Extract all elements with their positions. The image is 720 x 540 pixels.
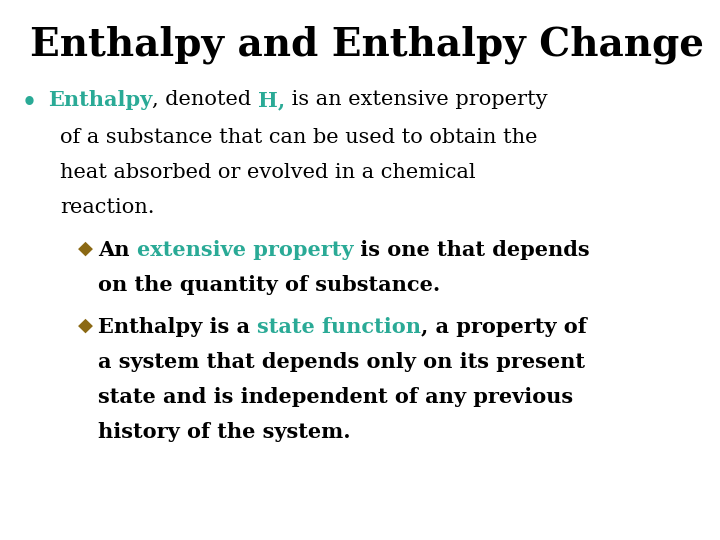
Text: , a property of: , a property of xyxy=(421,317,587,337)
Text: Enthalpy is a: Enthalpy is a xyxy=(98,317,257,337)
Text: of a substance that can be used to obtain the: of a substance that can be used to obtai… xyxy=(60,128,538,147)
Text: extensive property: extensive property xyxy=(137,240,354,260)
Text: heat absorbed or evolved in a chemical: heat absorbed or evolved in a chemical xyxy=(60,163,476,182)
Text: a system that depends only on its present: a system that depends only on its presen… xyxy=(98,352,585,372)
Text: on the quantity of substance.: on the quantity of substance. xyxy=(98,275,440,295)
Text: history of the system.: history of the system. xyxy=(98,422,351,442)
Text: reaction.: reaction. xyxy=(60,198,155,217)
Text: Enthalpy and Enthalpy Change: Enthalpy and Enthalpy Change xyxy=(30,25,704,64)
Text: state and is independent of any previous: state and is independent of any previous xyxy=(98,387,573,407)
Text: ◆: ◆ xyxy=(78,317,93,335)
Text: , denoted: , denoted xyxy=(152,90,258,109)
Text: is one that depends: is one that depends xyxy=(354,240,590,260)
Text: is an extensive property: is an extensive property xyxy=(285,90,548,109)
Text: H,: H, xyxy=(258,90,285,110)
Text: An: An xyxy=(98,240,137,260)
Text: ◆: ◆ xyxy=(78,240,93,258)
Text: •: • xyxy=(22,90,37,114)
Text: Enthalpy: Enthalpy xyxy=(48,90,152,110)
Text: state function: state function xyxy=(257,317,421,337)
